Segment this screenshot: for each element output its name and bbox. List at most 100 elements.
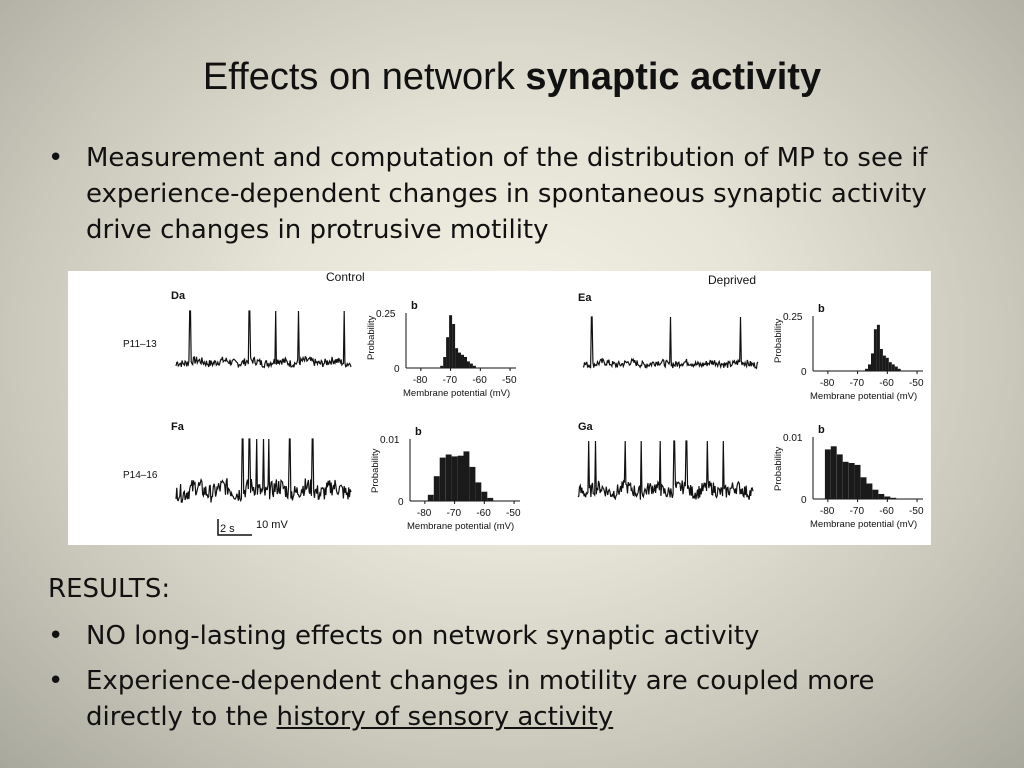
x-axis-title-eb: Membrane potential (mV) (810, 391, 917, 402)
hist-bar-db (458, 352, 461, 368)
row-label-p11-13: P11–13 (123, 339, 157, 350)
title-prefix: Effects on network (202, 56, 526, 98)
hist-label-fb: b (415, 426, 422, 438)
hist-bar-fb (445, 454, 452, 501)
x-tick-label-fb: -60 (476, 508, 491, 519)
trace-ea (582, 316, 759, 370)
deprived-label: Deprived (708, 273, 756, 287)
x-axis-title-gb: Membrane potential (mV) (810, 519, 917, 530)
result-bullet-text: NO long-lasting effects on network synap… (86, 621, 760, 651)
hist-bar-fb (457, 455, 464, 501)
figure-panel: Control Deprived Da Ea Fa Ga P11–13 P14–… (68, 271, 931, 545)
hist-bar-gb (842, 461, 849, 499)
trace-label-ea: Ea (578, 292, 592, 304)
result-bullet: • NO long-lasting effects on network syn… (48, 618, 978, 654)
hist-bar-gb (860, 477, 867, 499)
hist-bar-gb (854, 464, 861, 499)
scale-time-label: 2 s (220, 523, 235, 535)
title-bold: synaptic activity (525, 56, 822, 98)
hist-bar-gb (890, 497, 897, 499)
hist-bar-eb (879, 349, 883, 371)
hist-bar-eb (885, 357, 889, 371)
hist-bar-db (464, 357, 467, 368)
intro-bullets: • Measurement and computation of the dis… (48, 140, 978, 248)
x-axis-title-db: Membrane potential (mV) (403, 388, 510, 399)
hist-bar-fb (469, 466, 476, 501)
hist-bar-db (452, 324, 456, 368)
x-axis-title-fb: Membrane potential (mV) (407, 521, 514, 532)
row-label-p14-16: P14–16 (123, 470, 158, 481)
x-tick-label-db: -70 (443, 375, 458, 386)
x-tick-label-eb: -50 (909, 378, 924, 389)
x-tick-label-eb: -70 (850, 378, 865, 389)
x-tick-label-eb: -80 (820, 378, 835, 389)
hist-bar-eb (865, 368, 868, 371)
bullet-marker: • (48, 666, 64, 696)
x-tick-label-fb: -80 (417, 508, 432, 519)
figure-svg: Control Deprived Da Ea Fa Ga P11–13 P14–… (123, 271, 924, 536)
trace-label-da: Da (171, 290, 186, 302)
x-tick-label-gb: -70 (850, 506, 865, 517)
trace-label-fa: Fa (171, 421, 185, 433)
hist-bar-eb (868, 364, 871, 371)
voltage-traces (175, 310, 759, 503)
hist-bar-gb (884, 496, 891, 499)
hist-bar-fb (463, 451, 470, 501)
y-zero-label-db: 0 (394, 364, 400, 375)
hist-bar-db (446, 337, 450, 368)
history-of-sensory-activity-link: history of sensory activity (276, 702, 614, 732)
hist-bar-db (449, 315, 453, 368)
y-axis-title-fb: Probability (370, 448, 381, 493)
hist-bar-gb (872, 489, 879, 499)
hist-bar-eb (897, 368, 901, 371)
results-label: RESULTS: (48, 574, 171, 604)
y-max-label-eb: 0.25 (783, 312, 803, 323)
x-tick-label-db: -80 (413, 375, 428, 386)
trace-ga (577, 440, 754, 501)
hist-bar-gb (824, 449, 831, 499)
bullet-marker: • (48, 621, 64, 651)
hist-bar-db (443, 357, 447, 368)
y-axis-title-gb: Probability (773, 446, 784, 491)
histogram-eb: -80 -70 -60 -50 0.25 0 Membrane potential (mV)… (773, 303, 924, 402)
intro-bullet-text: Measurement and computation of the distr… (86, 143, 928, 245)
hist-bar-db (440, 365, 444, 368)
y-axis-title-eb: Probability (773, 318, 784, 363)
x-tick-label-gb: -60 (879, 506, 894, 517)
result-bullet-plain: Experience-dependent changes in motility… (86, 666, 875, 732)
bullet-marker: • (48, 143, 64, 173)
histogram-db: -80 -70 -60 -50 0.25 0 Membrane potential (mV)… (366, 300, 517, 399)
hist-bar-eb (888, 362, 892, 371)
hist-bar-fb (451, 456, 458, 501)
hist-bar-db (466, 361, 470, 368)
x-tick-label-fb: -70 (447, 508, 462, 519)
hist-bar-gb (866, 483, 873, 499)
histograms: -80 -70 -60 -50 0.25 0 Membrane potential (mV)… (366, 300, 924, 532)
y-max-label-db: 0.25 (376, 309, 396, 320)
histogram-gb: -80 -70 -60 -50 0.01 0 Membrane potential (mV)… (773, 424, 924, 530)
y-zero-label-gb: 0 (801, 495, 807, 506)
hist-bar-fb (433, 476, 440, 501)
hist-bar-db (472, 365, 476, 368)
control-label: Control (326, 271, 365, 284)
hist-label-eb: b (818, 303, 825, 315)
slide-title: Effects on network synaptic activity (0, 56, 1024, 99)
x-tick-label-eb: -60 (879, 378, 894, 389)
x-tick-label-db: -60 (472, 375, 487, 386)
y-zero-label-eb: 0 (801, 367, 807, 378)
hist-bar-eb (882, 355, 886, 371)
x-tick-label-gb: -50 (909, 506, 924, 517)
hist-bar-fb (487, 497, 494, 501)
trace-da (175, 310, 352, 369)
hist-bar-gb (878, 494, 885, 499)
trace-fa (175, 438, 352, 503)
y-max-label-gb: 0.01 (783, 433, 803, 444)
hist-bar-fb (439, 457, 446, 501)
scale-bar: 2 s 10 mV (217, 519, 288, 536)
hist-bar-eb (876, 324, 880, 371)
x-tick-label-fb: -50 (506, 508, 521, 519)
hist-bar-db (455, 348, 459, 368)
hist-bar-fb (481, 491, 488, 501)
hist-bar-db (461, 354, 464, 368)
scale-voltage-label: 10 mV (256, 519, 288, 531)
